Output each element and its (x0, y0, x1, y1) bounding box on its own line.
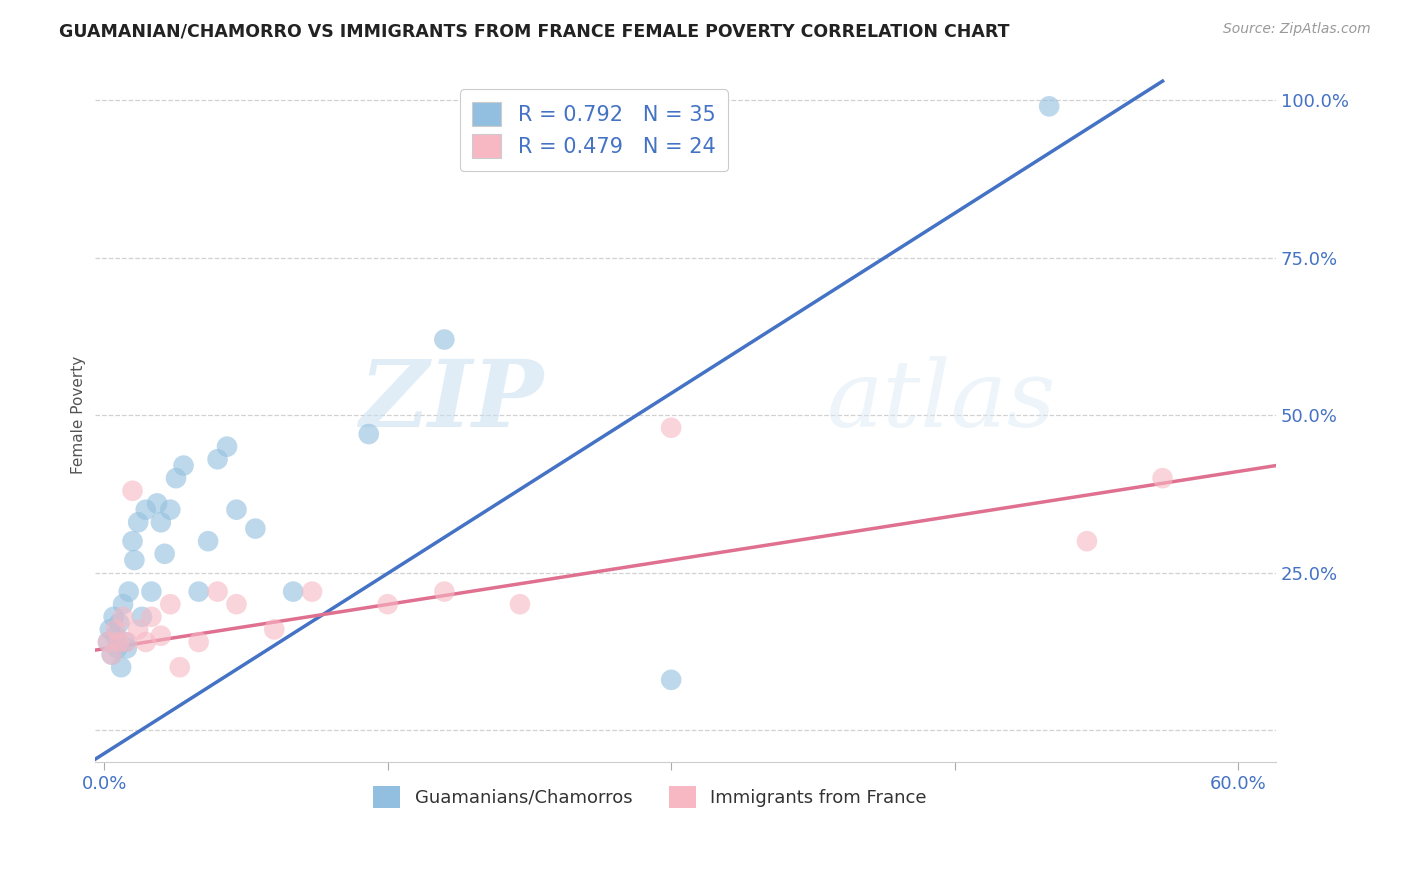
Point (97, 635, 120, 649)
Point (659, 421, 682, 435)
Point (114, 635, 136, 649)
Text: atlas: atlas (827, 356, 1056, 446)
Point (207, 452, 229, 467)
Point (245, 522, 267, 536)
Point (357, 427, 380, 442)
Point (1076, 534, 1098, 549)
Point (104, 623, 127, 637)
Point (100, 648, 122, 662)
Point (149, 629, 172, 643)
Point (112, 610, 135, 624)
Point (207, 584, 229, 599)
Point (377, 597, 399, 611)
Point (131, 610, 153, 624)
Point (112, 597, 135, 611)
Point (97, 635, 120, 649)
Point (121, 534, 143, 549)
Point (1038, 99, 1060, 113)
Text: ZIP: ZIP (360, 356, 544, 446)
Point (187, 635, 209, 649)
Point (135, 635, 157, 649)
Point (283, 584, 305, 599)
Point (225, 597, 247, 611)
Point (433, 584, 456, 599)
Point (225, 502, 247, 516)
Point (159, 502, 181, 516)
Point (103, 610, 125, 624)
Point (169, 660, 191, 674)
Point (118, 584, 141, 599)
Point (1152, 471, 1174, 485)
Point (124, 553, 146, 567)
Point (509, 597, 531, 611)
Point (659, 673, 682, 687)
Point (135, 502, 157, 516)
Point (165, 471, 187, 485)
Point (187, 584, 209, 599)
Legend: Guamanians/Chamorros, Immigrants from France: Guamanians/Chamorros, Immigrants from Fr… (366, 779, 934, 815)
Point (153, 547, 176, 561)
Point (146, 496, 169, 510)
Point (121, 483, 143, 498)
Point (110, 660, 132, 674)
Point (104, 629, 127, 643)
Point (98, 623, 121, 637)
Point (263, 623, 285, 637)
Y-axis label: Female Poverty: Female Poverty (72, 356, 86, 475)
Point (159, 597, 181, 611)
Point (215, 440, 238, 454)
Text: Source: ZipAtlas.com: Source: ZipAtlas.com (1223, 22, 1371, 37)
Point (108, 616, 131, 631)
Point (105, 641, 128, 656)
Point (141, 584, 163, 599)
Point (141, 610, 163, 624)
Point (301, 584, 323, 599)
Point (197, 534, 219, 549)
Point (108, 635, 131, 649)
Point (100, 648, 122, 662)
Point (173, 458, 195, 473)
Point (127, 623, 149, 637)
Point (115, 641, 138, 656)
Text: GUAMANIAN/CHAMORRO VS IMMIGRANTS FROM FRANCE FEMALE POVERTY CORRELATION CHART: GUAMANIAN/CHAMORRO VS IMMIGRANTS FROM FR… (59, 22, 1010, 40)
Point (115, 635, 138, 649)
Point (149, 516, 172, 530)
Point (127, 516, 149, 530)
Point (433, 333, 456, 347)
